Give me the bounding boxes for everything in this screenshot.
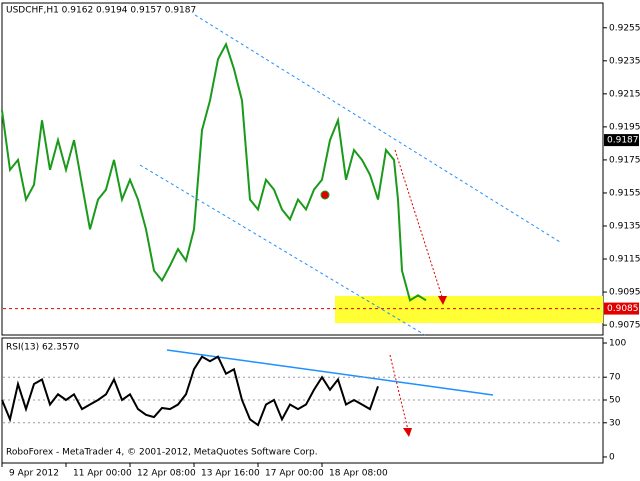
y-tick-label: 0.9075 bbox=[609, 321, 640, 331]
rsi-trendline bbox=[166, 349, 494, 396]
x-tick-label: 9 Apr 2012 bbox=[9, 469, 59, 479]
x-tick-label: 11 Apr 00:00 bbox=[73, 469, 132, 479]
rsi-panel bbox=[1, 337, 604, 464]
y-tick-label: 100 bbox=[609, 339, 626, 349]
y-tick-label: 0.9095 bbox=[609, 288, 640, 298]
rsi-arrow bbox=[389, 354, 409, 431]
y-tick-label: 0.9255 bbox=[609, 23, 640, 33]
rsi-title: RSI(13) 62.3570 bbox=[6, 343, 79, 353]
y-tick-label: 0.9155 bbox=[609, 188, 640, 198]
y-tick-label: 0.9235 bbox=[609, 56, 640, 66]
price-label-box bbox=[604, 134, 639, 147]
chart-title: USDCHF,H1 0.9162 0.9194 0.9157 0.9187 bbox=[6, 6, 196, 16]
y-tick-label: 0.9115 bbox=[609, 255, 640, 265]
y-tick-label: 0.9135 bbox=[609, 221, 640, 231]
price-label: 0.9085 bbox=[607, 304, 639, 314]
y-tick-label: 50 bbox=[609, 395, 621, 405]
signal-dot bbox=[320, 190, 330, 200]
price-label-box bbox=[604, 302, 639, 315]
x-tick-label: 12 Apr 08:00 bbox=[137, 469, 196, 479]
price-panel bbox=[1, 2, 604, 336]
arrow-head bbox=[403, 428, 412, 437]
y-tick-label: 0 bbox=[609, 452, 615, 462]
channel-lower bbox=[139, 164, 426, 336]
footer: RoboForex - MetaTrader 4, © 2001-2012, M… bbox=[6, 448, 318, 458]
target-zone bbox=[335, 296, 603, 323]
x-tick-label: 18 Apr 08:00 bbox=[329, 469, 388, 479]
y-tick-label: 0.9215 bbox=[609, 89, 640, 99]
x-tick-label: 13 Apr 16:00 bbox=[201, 469, 260, 479]
y-tick-label: 0.9195 bbox=[609, 122, 640, 132]
x-tick-label: 17 Apr 00:00 bbox=[265, 469, 324, 479]
data-line bbox=[1, 41, 427, 302]
arrow-head bbox=[438, 296, 447, 305]
price-label: 0.9187 bbox=[607, 136, 639, 146]
data-line bbox=[1, 355, 379, 427]
y-tick-label: 70 bbox=[609, 373, 621, 383]
y-tick-label: 30 bbox=[609, 418, 621, 428]
y-tick-label: 0.9175 bbox=[609, 155, 640, 165]
